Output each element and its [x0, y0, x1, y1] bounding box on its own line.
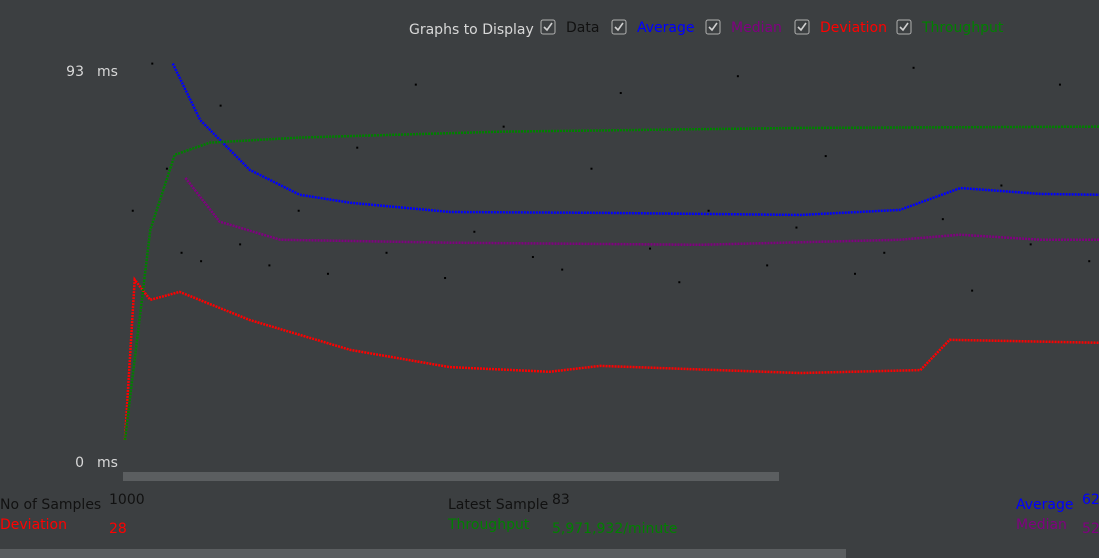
data-point: [239, 243, 242, 246]
data-point: [1058, 83, 1061, 86]
y-tick-label: 0: [75, 455, 84, 471]
data-point: [619, 92, 622, 95]
y-tick-label: 93: [66, 64, 84, 80]
y-unit: ms: [97, 64, 118, 80]
data-point: [561, 268, 564, 271]
data-point: [736, 75, 739, 78]
data-point: [414, 83, 417, 86]
data-point: [473, 230, 476, 233]
option-label[interactable]: Average: [637, 20, 695, 36]
check-mark: [543, 22, 553, 32]
series-line: [123, 125, 1099, 441]
option-label[interactable]: Data: [566, 20, 599, 36]
data-point: [200, 260, 203, 263]
data-point: [678, 281, 681, 284]
data-point: [854, 272, 856, 275]
data-point: [824, 155, 827, 158]
data-point: [649, 247, 652, 250]
data-point: [165, 167, 168, 170]
data-point: [1029, 243, 1032, 246]
check-mark: [708, 22, 718, 32]
data-point: [356, 146, 359, 149]
checkbox[interactable]: [896, 19, 912, 35]
check-mark: [797, 22, 807, 32]
data-point: [795, 226, 798, 229]
data-point: [766, 264, 769, 267]
checkbox[interactable]: [540, 19, 556, 35]
series-line: [171, 63, 1099, 217]
data-point: [590, 167, 593, 170]
data-point: [444, 277, 447, 280]
data-point: [971, 289, 974, 292]
data-point: [131, 209, 134, 212]
data-point: [707, 209, 710, 212]
stat-label: Deviation: [0, 517, 67, 533]
stat-label: No of Samples: [0, 497, 101, 513]
check-mark: [899, 22, 909, 32]
stat-value: 83: [552, 492, 570, 508]
data-point: [151, 62, 154, 65]
stat-label: Latest Sample: [448, 497, 548, 513]
check-mark: [614, 22, 624, 32]
data-point: [1088, 260, 1091, 263]
stat-value: 62: [1082, 492, 1099, 508]
stat-value: 1000: [109, 492, 145, 508]
checkbox[interactable]: [705, 19, 721, 35]
checkbox[interactable]: [794, 19, 810, 35]
header-title: Graphs to Display: [409, 22, 534, 38]
data-point: [1000, 184, 1003, 187]
data-point: [531, 255, 534, 258]
data-point: [502, 125, 505, 128]
stat-value: 52: [1082, 521, 1099, 537]
option-label[interactable]: Throughput: [921, 20, 1004, 36]
option-label[interactable]: Median: [731, 20, 782, 36]
data-point: [941, 218, 944, 221]
data-point: [297, 209, 300, 212]
stat-label: Median: [1016, 517, 1067, 533]
option-label[interactable]: Deviation: [820, 20, 887, 36]
data-point: [883, 251, 886, 254]
data-point: [326, 272, 329, 275]
y-unit: ms: [97, 455, 118, 471]
data-point: [912, 66, 915, 69]
stat-value: 5,971,932/minute: [552, 521, 677, 537]
data-point: [268, 264, 271, 267]
series-line: [184, 177, 1099, 247]
scrollbar[interactable]: [0, 549, 846, 558]
data-point: [219, 104, 222, 107]
data-point: [180, 251, 183, 254]
data-point: [385, 251, 388, 254]
scrollbar[interactable]: [123, 472, 779, 481]
stat-label: Throughput: [447, 517, 530, 533]
stat-value: 28: [109, 521, 127, 537]
checkbox[interactable]: [611, 19, 627, 35]
stat-label: Average: [1016, 497, 1074, 513]
